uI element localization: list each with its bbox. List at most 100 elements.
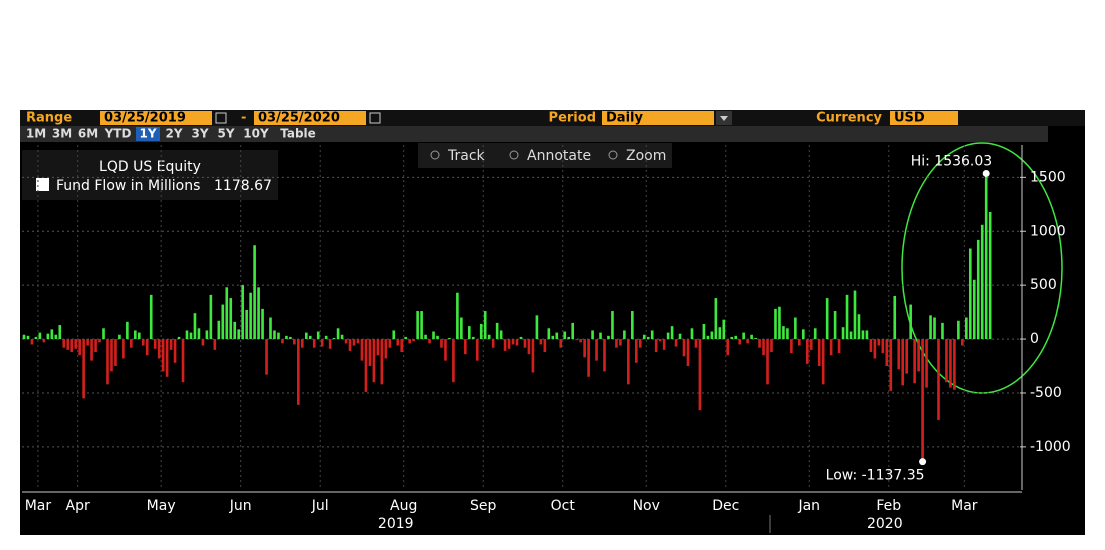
x-tick-label: Jul	[311, 498, 329, 514]
bar	[690, 328, 694, 340]
range-button-label[interactable]: 1Y	[139, 127, 156, 141]
bar	[364, 339, 368, 392]
range-label: Range	[26, 111, 72, 126]
range-button[interactable]	[102, 127, 134, 141]
bar	[941, 322, 944, 340]
bar	[638, 339, 642, 348]
bar	[539, 339, 543, 345]
bar	[118, 334, 121, 340]
bar	[344, 339, 348, 344]
range-button[interactable]	[76, 127, 100, 141]
bar	[503, 339, 507, 351]
range-button-label[interactable]: 2Y	[165, 127, 182, 141]
calendar-icon[interactable]	[215, 112, 227, 124]
bar	[889, 339, 893, 391]
period-field[interactable]	[602, 111, 714, 125]
bar	[746, 339, 749, 344]
range-button[interactable]	[214, 127, 238, 141]
range-button[interactable]	[50, 127, 74, 141]
range-button-label[interactable]: 1M	[26, 127, 46, 141]
bar	[400, 339, 404, 352]
range-button-label[interactable]: 10Y	[243, 127, 269, 141]
bar	[110, 339, 113, 372]
bar	[988, 211, 992, 340]
bar	[54, 334, 58, 340]
bar	[575, 339, 578, 341]
bar	[269, 317, 272, 340]
bar	[62, 339, 66, 348]
x-tick-label: Nov	[633, 498, 660, 514]
bar	[782, 326, 785, 340]
period-value[interactable]: Daily	[606, 111, 643, 126]
bar	[471, 336, 475, 340]
bar	[611, 311, 614, 340]
bar	[929, 315, 932, 340]
bar	[487, 334, 491, 340]
range-button-label[interactable]: Table	[280, 127, 316, 141]
range-button-label[interactable]: 5Y	[217, 127, 234, 141]
start-date[interactable]: 03/25/2019	[104, 111, 186, 126]
currency-value[interactable]: USD	[894, 111, 925, 126]
bar	[173, 339, 177, 363]
tool-icon[interactable]	[430, 150, 440, 160]
end-date[interactable]: 03/25/2020	[258, 111, 340, 126]
low-marker	[919, 458, 927, 466]
y-tick-label: 500	[1030, 277, 1057, 293]
date-field[interactable]	[254, 111, 366, 125]
bar	[304, 332, 308, 340]
bar	[134, 330, 137, 340]
bar	[949, 339, 952, 388]
year-label: 2019	[378, 516, 414, 532]
bar	[925, 339, 928, 388]
bar	[157, 339, 161, 359]
bar	[324, 335, 328, 340]
bar	[86, 339, 89, 346]
range-button[interactable]	[136, 127, 160, 141]
bar	[320, 339, 324, 347]
bar	[754, 337, 757, 340]
range-button[interactable]	[188, 127, 212, 141]
y-tick-label: 1500	[1030, 169, 1066, 185]
bar	[233, 321, 237, 340]
calendar-icon[interactable]	[369, 112, 381, 124]
bar	[965, 317, 968, 340]
bar	[634, 339, 638, 363]
bar	[141, 339, 145, 346]
bar	[933, 317, 936, 340]
range-button[interactable]	[274, 127, 322, 141]
range-button-label[interactable]: 3M	[52, 127, 72, 141]
bar	[670, 326, 674, 340]
bar	[193, 313, 197, 340]
range-button-label[interactable]: 6M	[78, 127, 98, 141]
bar	[917, 339, 920, 372]
tool-icon[interactable]	[509, 150, 519, 160]
dropdown-arrow	[720, 116, 728, 121]
tool-label[interactable]: Annotate	[527, 148, 591, 164]
range-button[interactable]	[24, 127, 48, 141]
bar	[674, 339, 678, 347]
bar	[348, 339, 352, 351]
bar	[495, 322, 499, 340]
currency-field[interactable]	[890, 111, 958, 125]
bar	[587, 339, 590, 377]
x-tick-label: Sep	[470, 498, 497, 514]
range-button[interactable]	[240, 127, 272, 141]
bar	[515, 339, 519, 346]
bar	[678, 333, 682, 340]
bar	[404, 336, 408, 340]
bar	[261, 308, 264, 340]
date-field[interactable]	[100, 111, 212, 125]
tool-icon[interactable]	[608, 150, 618, 160]
bar	[237, 329, 241, 340]
range-button-label[interactable]: 3Y	[191, 127, 208, 141]
bar	[241, 285, 244, 340]
bar	[603, 339, 606, 372]
bar	[790, 339, 793, 354]
bar	[281, 339, 284, 344]
bar	[654, 339, 658, 352]
range-button-label[interactable]: YTD	[104, 127, 132, 141]
range-button[interactable]	[162, 127, 186, 141]
bar	[479, 323, 483, 340]
tool-label[interactable]: Track	[447, 148, 486, 164]
bar	[583, 339, 586, 358]
